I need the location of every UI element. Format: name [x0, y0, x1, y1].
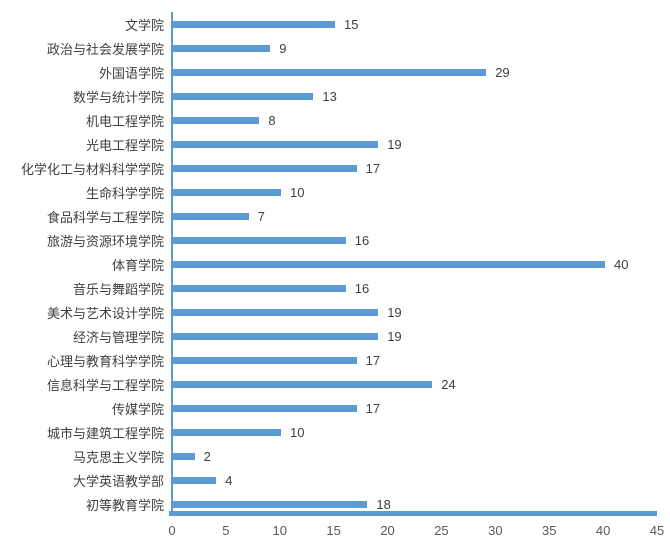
bar-row: 29 [173, 60, 659, 84]
value-label: 17 [365, 352, 381, 368]
bar [173, 236, 346, 244]
value-label: 10 [290, 184, 305, 200]
category-label: 机电工程学院 [85, 113, 164, 129]
category-label: 美术与艺术设计学院 [46, 305, 164, 321]
category-label: 生命科学学院 [85, 185, 164, 201]
x-tick-label: 35 [541, 523, 557, 538]
bar-row: 24 [173, 372, 659, 396]
plot-area: 15 9 29 13 8 19 17 10 7 16 40 16 19 19 17 24 17 10 2 4 18 [171, 12, 659, 516]
bar [173, 452, 195, 460]
value-label: 19 [387, 328, 402, 344]
bar-row: 17 [173, 156, 659, 180]
x-tick-label: 30 [488, 523, 503, 538]
category-label: 音乐与舞蹈学院 [72, 281, 164, 297]
value-label: 2 [203, 448, 211, 464]
category-label: 信息科学与工程学院 [46, 377, 164, 393]
category-label: 体育学院 [111, 257, 164, 273]
bar [173, 428, 281, 436]
value-label: 8 [268, 112, 276, 128]
category-label: 化学化工与材料科学学院 [20, 161, 164, 177]
bar-row: 2 [173, 444, 659, 468]
value-label: 19 [387, 304, 402, 320]
bar-row: 10 [173, 420, 659, 444]
bar [173, 404, 357, 412]
bar-row: 13 [173, 84, 659, 108]
bar [173, 92, 314, 100]
bar [173, 212, 249, 220]
category-label: 政治与社会发展学院 [46, 41, 164, 57]
x-tick-label: 15 [326, 523, 341, 538]
bar-row: 15 [173, 12, 659, 36]
category-label: 数学与统计学院 [72, 89, 164, 105]
x-tick-label: 0 [168, 523, 176, 538]
x-tick-label: 20 [380, 523, 395, 538]
bar-row: 9 [173, 36, 659, 60]
bar-row: 40 [173, 252, 659, 276]
bar [173, 20, 335, 28]
bar-row: 16 [173, 228, 659, 252]
category-label: 旅游与资源环境学院 [46, 233, 164, 249]
bar [173, 164, 357, 172]
x-tick-label: 5 [222, 523, 230, 538]
bar [173, 116, 260, 124]
x-tick-label: 25 [434, 523, 449, 538]
bar-row: 4 [173, 468, 659, 492]
category-label: 城市与建筑工程学院 [46, 425, 164, 441]
x-axis-tick-labels: 0 5 10 15 20 25 30 35 40 45 [0, 523, 670, 541]
category-label: 外国语学院 [98, 65, 164, 81]
value-label: 40 [614, 256, 629, 272]
category-label: 传媒学院 [111, 401, 164, 417]
category-label: 光电工程学院 [85, 137, 164, 153]
value-label: 17 [365, 400, 381, 416]
bar [173, 308, 379, 316]
category-label: 经济与管理学院 [72, 329, 164, 345]
value-label: 4 [225, 472, 233, 488]
bar [173, 284, 346, 292]
bar-row: 8 [173, 108, 659, 132]
category-label: 初等教育学院 [85, 497, 164, 513]
value-label: 13 [322, 88, 337, 104]
value-label: 18 [376, 496, 391, 512]
x-axis-line [169, 511, 657, 516]
category-label: 心理与教育科学学院 [46, 353, 164, 369]
value-label: 7 [257, 208, 265, 224]
bar-row: 7 [173, 204, 659, 228]
bar [173, 356, 357, 364]
category-label: 马克思主义学院 [72, 449, 164, 465]
x-tick-label: 40 [595, 523, 611, 538]
bar [173, 476, 217, 484]
x-tick-label: 45 [649, 523, 665, 538]
bar [173, 260, 605, 268]
bar-row: 19 [173, 300, 659, 324]
category-axis-labels: 文学院政治与社会发展学院外国语学院数学与统计学院机电工程学院 光电工程学院化学化工… [0, 12, 164, 516]
bar [173, 188, 281, 196]
category-label: 大学英语教学部 [72, 473, 164, 489]
bar-row: 19 [173, 324, 659, 348]
bar [173, 140, 379, 148]
bar [173, 332, 379, 340]
category-label: 食品科学与工程学院 [46, 209, 164, 225]
value-label: 19 [387, 136, 402, 152]
x-tick-label: 10 [272, 523, 287, 538]
bar [173, 68, 487, 76]
value-label: 24 [441, 376, 456, 392]
value-label: 16 [354, 232, 370, 248]
bar-row: 10 [173, 180, 659, 204]
bar [173, 380, 433, 388]
category-label: 文学院 [124, 17, 164, 33]
bar [173, 500, 368, 508]
value-label: 15 [343, 16, 359, 32]
bar-row: 17 [173, 396, 659, 420]
value-label: 16 [354, 280, 370, 296]
value-label: 10 [290, 424, 305, 440]
bar-row: 16 [173, 276, 659, 300]
value-label: 17 [365, 160, 381, 176]
bar [173, 44, 271, 52]
bar-row: 18 [173, 492, 659, 516]
value-label: 9 [279, 40, 287, 56]
value-label: 29 [495, 64, 510, 80]
bar-row: 17 [173, 348, 659, 372]
bar-row: 19 [173, 132, 659, 156]
